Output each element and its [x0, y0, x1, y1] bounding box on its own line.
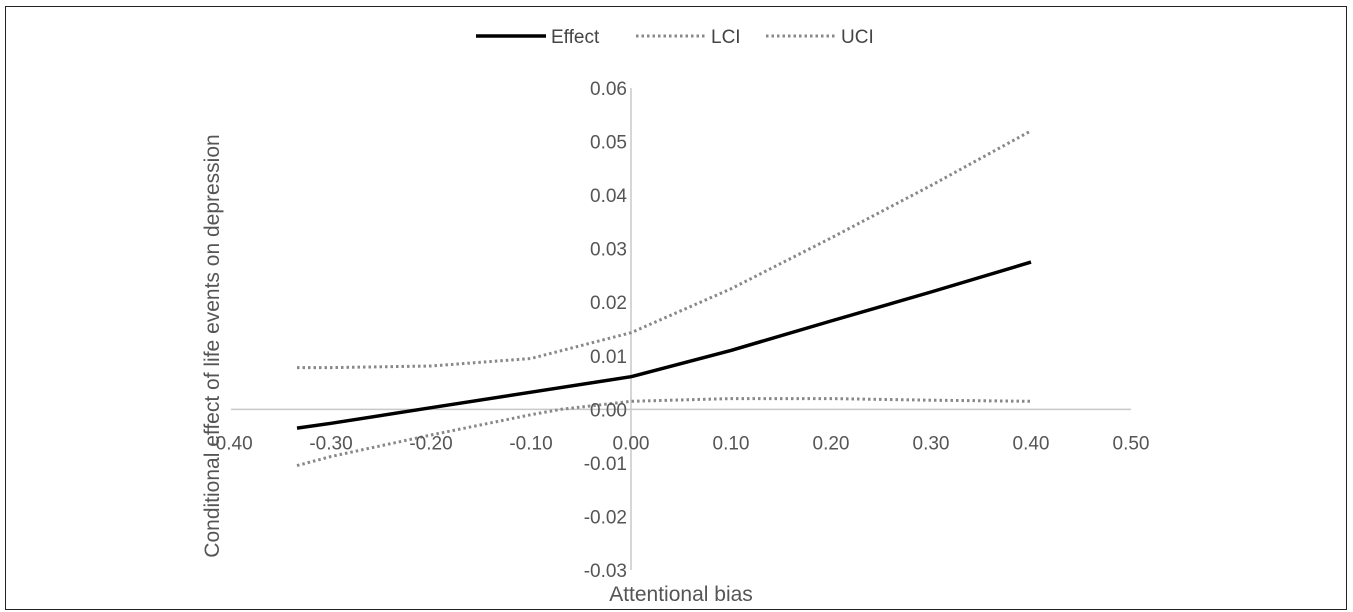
y-tick-label: 0.02 [590, 293, 627, 314]
y-tick-label: -0.02 [584, 507, 627, 528]
y-tick-label: 0.05 [590, 133, 627, 154]
x-tick-label: 0.30 [913, 433, 950, 454]
y-tick-label: 0.06 [590, 79, 627, 100]
series-lci-line [296, 397, 1032, 468]
legend-label-lci: LCI [711, 27, 741, 48]
series-effect-line [296, 260, 1032, 430]
axes [231, 88, 1131, 570]
y-tick-label: 0.01 [590, 347, 627, 368]
y-tick-label: 0.03 [590, 240, 627, 261]
y-tick-label: -0.01 [584, 454, 627, 475]
chart-frame [5, 6, 1347, 610]
x-tick-label: -0.10 [509, 433, 552, 454]
x-tick-label: 0.20 [813, 433, 850, 454]
series-layer [296, 129, 1032, 468]
series-uci-line [297, 129, 1032, 370]
legend: Effect LCI UCI [476, 27, 874, 48]
legend-label-uci: UCI [841, 27, 874, 48]
x-tick-label: 0.00 [613, 433, 650, 454]
y-tick-label: 0.04 [590, 186, 627, 207]
x-tick-label: 0.50 [1113, 433, 1150, 454]
y-tick-label: -0.03 [584, 561, 627, 582]
x-tick-label: -0.30 [309, 433, 352, 454]
x-tick-label: -0.20 [409, 433, 452, 454]
legend-label-effect: Effect [551, 27, 600, 48]
y-axis-title: Conditional effect of life events on dep… [201, 134, 224, 557]
x-axis-title: Attentional bias [609, 583, 753, 606]
x-tick-label: 0.10 [713, 433, 750, 454]
x-tick-label: -0.40 [209, 433, 252, 454]
y-tick-label: 0.00 [590, 400, 627, 421]
tick-labels: -0.40 -0.30 -0.20 -0.10 0.00 0.10 0.20 0.30 0.40… [209, 79, 1149, 582]
x-tick-label: 0.40 [1013, 433, 1050, 454]
